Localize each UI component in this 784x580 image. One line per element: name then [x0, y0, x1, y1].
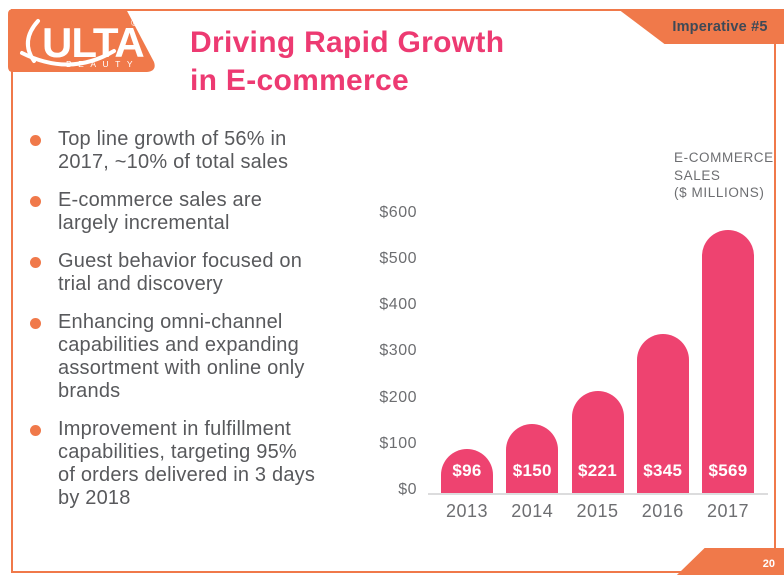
list-item: Guest behavior focused on trial and disc… — [30, 250, 382, 296]
bar-group: $96 $150 $221 $345 $569 — [428, 216, 768, 493]
y-tick: $200 — [379, 388, 417, 406]
x-tick: 2015 — [576, 501, 619, 521]
bullet-icon — [30, 196, 41, 207]
bullet-list: Top line growth of 56% in 2017, ~10% of … — [30, 128, 382, 525]
bullet-text: E-commerce sales are largely incremental — [58, 189, 263, 234]
bar-value-label: $150 — [512, 461, 552, 480]
x-tick: 2016 — [641, 501, 684, 521]
bullet-text: Enhancing omni-channel capabilities and … — [58, 311, 305, 402]
bar-value-label: $221 — [577, 461, 618, 480]
bullet-icon — [30, 257, 41, 268]
imperative-badge-label: Imperative #5 — [672, 18, 768, 35]
bar-2016: $345 — [636, 334, 689, 493]
page-title: Driving Rapid Growth in E-commerce — [190, 26, 505, 97]
bullet-text: Guest behavior focused on trial and disc… — [58, 250, 303, 295]
logo-brand-text: ULTA — [42, 19, 144, 66]
logo-shape: ULTA ® BEAUTY — [8, 9, 155, 72]
ulta-beauty-logo: ULTA ® BEAUTY — [8, 9, 160, 73]
bullet-text: Top line growth of 56% in 2017, ~10% of … — [58, 128, 289, 173]
bar-chart-plot-area: $96 $150 $221 $345 $569 — [428, 216, 768, 495]
y-axis-tick-labels: $600 $500 $400 $300 $200 $100 $0 — [362, 205, 417, 498]
bar-value-label: $96 — [452, 461, 482, 480]
logo-sub-brand-text: BEAUTY — [66, 59, 139, 69]
logo-registered-mark: ® — [131, 18, 139, 29]
bullet-icon — [30, 318, 41, 329]
page-number: 20 — [762, 558, 775, 570]
y-tick: $300 — [379, 342, 417, 360]
bullet-icon — [30, 425, 41, 436]
bar-2017: $569 — [702, 230, 754, 493]
list-item: Top line growth of 56% in 2017, ~10% of … — [30, 128, 382, 174]
y-tick: $600 — [379, 204, 417, 221]
y-tick: $0 — [398, 480, 417, 498]
y-tick: $100 — [379, 434, 417, 452]
imperative-badge: Imperative #5 — [618, 9, 784, 44]
bar-2014: $150 — [506, 424, 559, 493]
slide-border-frame — [11, 9, 776, 573]
y-tick: $500 — [379, 250, 417, 268]
bullet-text: Improvement in fulfillment capabilities,… — [58, 418, 316, 509]
x-tick: 2014 — [511, 501, 554, 521]
list-item: Improvement in fulfillment capabilities,… — [30, 418, 382, 510]
y-tick: $400 — [379, 296, 417, 314]
bar-2013: $96 — [441, 449, 493, 493]
list-item: E-commerce sales are largely incremental — [30, 189, 382, 235]
bar-value-label: $569 — [708, 461, 748, 480]
chart-title: E-COMMERCE SALES ($ MILLIONS) — [674, 150, 774, 200]
bullet-icon — [30, 135, 41, 146]
bar-2015: $221 — [571, 391, 624, 493]
x-tick: 2013 — [445, 501, 489, 521]
logo-swoosh-under — [20, 49, 116, 67]
list-item: Enhancing omni-channel capabilities and … — [30, 311, 382, 403]
bar-value-label: $345 — [643, 461, 683, 480]
x-axis-tick-labels: 2013 2014 2015 2016 2017 — [428, 501, 768, 522]
x-tick: 2017 — [706, 501, 750, 521]
